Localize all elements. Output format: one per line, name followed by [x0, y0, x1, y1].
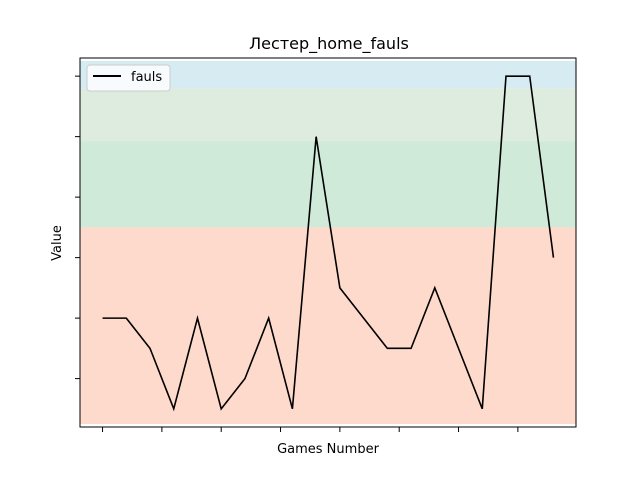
x-axis-ticks — [102, 427, 519, 432]
legend-label-fauls: fauls — [131, 70, 162, 85]
legend-box — [86, 64, 171, 92]
background-bands — [80, 61, 576, 424]
background-band-2 — [80, 88, 576, 142]
y-axis-ticks — [75, 75, 80, 380]
y-axis-label: Value — [50, 225, 65, 261]
x-axis-label: Games Number — [277, 442, 379, 457]
chart-title: Лестер_home_fauls — [249, 34, 409, 54]
series-line-fauls — [102, 75, 555, 412]
plot-frame — [79, 57, 577, 428]
background-band-0 — [80, 227, 576, 424]
series-layer — [102, 75, 555, 412]
legend: fauls — [86, 64, 171, 92]
